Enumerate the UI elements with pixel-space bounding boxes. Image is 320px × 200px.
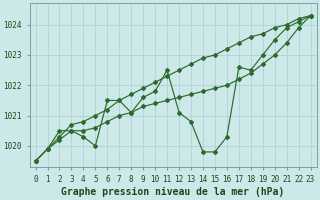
X-axis label: Graphe pression niveau de la mer (hPa): Graphe pression niveau de la mer (hPa): [61, 186, 285, 197]
